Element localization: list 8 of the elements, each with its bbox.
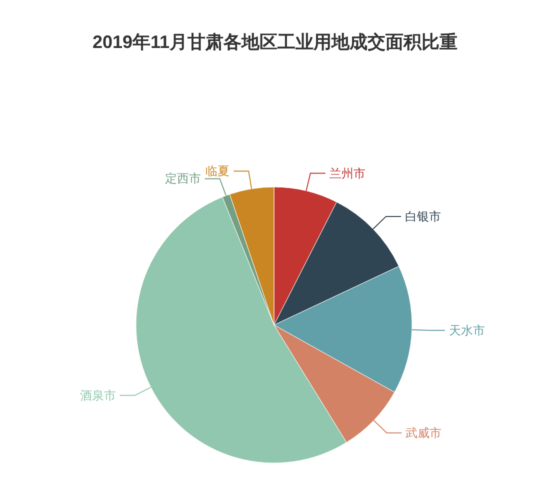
slice-label: 天水市 bbox=[448, 323, 485, 338]
slice-label: 兰州市 bbox=[329, 166, 366, 180]
slice-label: 武威市 bbox=[406, 426, 442, 440]
slice-label: 定西市 bbox=[164, 172, 201, 186]
slice-label: 酒泉市 bbox=[80, 388, 116, 402]
slice-label: 临夏 bbox=[206, 164, 230, 178]
chart-title: 2019年11月甘肃各地区工业用地成交面积比重 bbox=[92, 32, 458, 52]
slice-label: 白银市 bbox=[405, 209, 442, 224]
